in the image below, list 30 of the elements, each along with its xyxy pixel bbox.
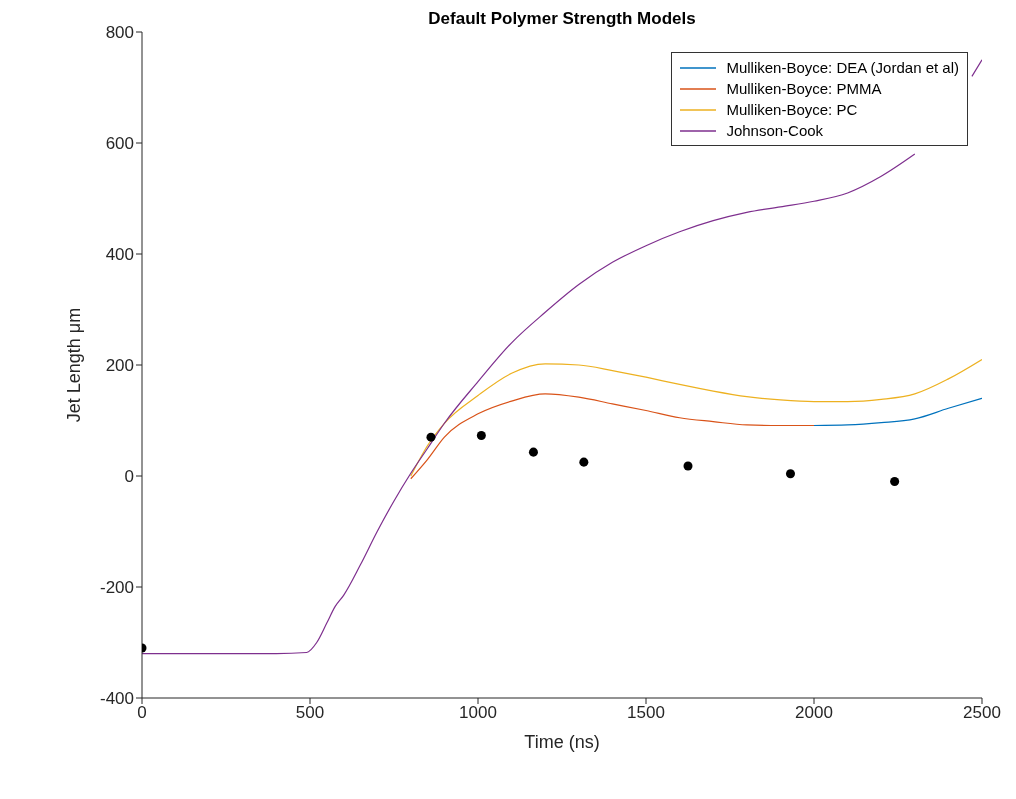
y-tick-label: -200 [99, 578, 134, 598]
point [426, 432, 436, 442]
y-tick-label: 400 [105, 245, 134, 265]
point [683, 461, 693, 471]
legend-label: Mulliken-Boyce: PMMA [726, 79, 882, 99]
chart-title: Default Polymer Strength Models [428, 9, 696, 28]
x-tick-label: 0 [137, 703, 147, 723]
y-tick-label: 0 [124, 467, 134, 487]
point [579, 457, 589, 467]
y-tick-label: -400 [99, 689, 134, 709]
point [528, 447, 538, 457]
legend-label: Johnson-Cook [726, 121, 824, 141]
x-tick-label: 2000 [795, 703, 833, 723]
y-tick-label: 600 [105, 134, 134, 154]
legend-label: Mulliken-Boyce: PC [726, 100, 858, 120]
x-axis-title: Time (ns) [524, 732, 600, 752]
line-series [813, 397, 982, 427]
x-tick-label: 1000 [459, 703, 497, 723]
x-tick-label: 500 [295, 703, 325, 723]
line-series [410, 393, 815, 480]
x-tick-label: 2500 [963, 703, 1001, 723]
point [890, 477, 900, 487]
y-axis-title: Jet Length μm [64, 307, 85, 423]
x-tick-label: 1500 [627, 703, 665, 723]
point [476, 430, 486, 440]
y-tick-label: 800 [105, 23, 134, 43]
point [785, 469, 795, 479]
line-series [410, 358, 982, 477]
legend-label: Mulliken-Boyce: DEA (Jordan et al) [726, 58, 959, 78]
y-tick-label: 200 [105, 356, 134, 376]
